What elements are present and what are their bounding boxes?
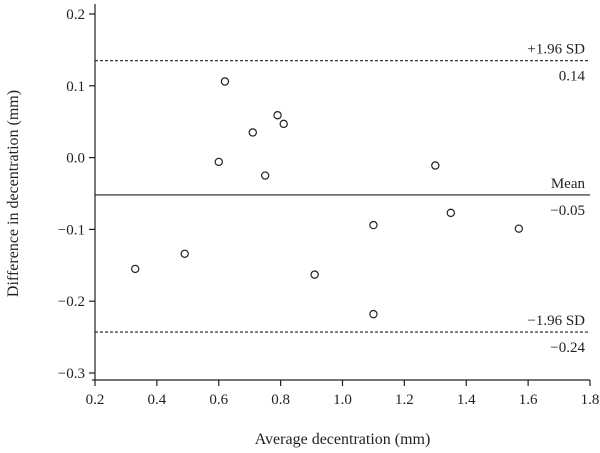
data-point — [260, 171, 270, 180]
data-point — [369, 220, 378, 230]
data-point — [310, 270, 319, 279]
data-point — [180, 249, 189, 259]
x-tick-label: 1.2 — [395, 392, 414, 408]
axes: 0.20.10.0−0.1−0.2−0.30.2 0.4 0.6 0.8 1.0 1.2 1… — [58, 4, 600, 408]
y-tick-label: 0.1 — [66, 79, 85, 95]
y-tick-label: 0.2 — [66, 7, 85, 23]
data-point — [131, 264, 140, 274]
data-point — [514, 224, 524, 233]
data-point — [248, 128, 257, 137]
data-point — [446, 208, 455, 218]
axis-labels: Average decentration (mm) Difference in d… — [5, 90, 430, 448]
data-point — [214, 157, 223, 167]
reference-line-value: −0.24 — [550, 340, 585, 356]
reference-line-label: Mean — [551, 176, 586, 192]
x-tick-label: 1.4 — [457, 392, 476, 408]
data-point — [431, 161, 440, 170]
data-point — [273, 111, 282, 120]
reference-lines: +1.96 SD 0.14 Mean −0.05 −1.96 SD −0.24 — [95, 42, 590, 356]
data-point — [220, 77, 230, 86]
reference-line-label: +1.96 SD — [527, 42, 585, 58]
y-tick-label: −0.2 — [58, 294, 85, 310]
x-tick-label: 1.8 — [581, 392, 600, 408]
x-tick-label: 1.0 — [333, 392, 352, 408]
y-tick-label: 0.0 — [66, 151, 85, 167]
y-tick-label: −0.3 — [58, 366, 85, 382]
reference-line-label: −1.96 SD — [527, 313, 585, 329]
reference-line-value: −0.05 — [550, 203, 585, 219]
x-tick-label: 0.8 — [271, 392, 290, 408]
y-tick-label: −0.1 — [58, 222, 85, 238]
data-point — [279, 119, 288, 129]
x-tick-label: 1.6 — [519, 392, 538, 408]
x-tick-label: 0.2 — [86, 392, 105, 408]
data-points — [131, 77, 524, 319]
x-tick-label: 0.4 — [148, 392, 167, 408]
data-point — [369, 309, 378, 319]
x-axis-title: Average decentration (mm) — [255, 431, 431, 448]
x-tick-label: 0.6 — [209, 392, 228, 408]
reference-line-value: 0.14 — [559, 69, 586, 85]
y-axis-title: Difference in decentration (mm) — [5, 90, 22, 297]
